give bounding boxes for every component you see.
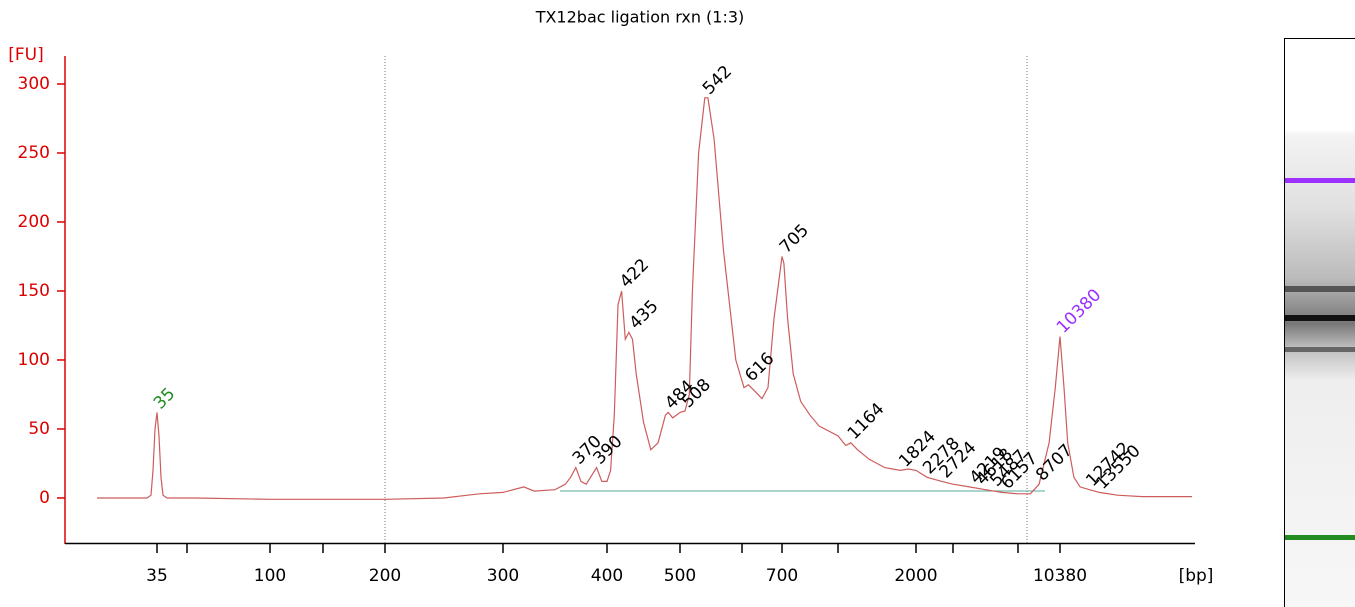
peak-label: 10380: [1053, 285, 1105, 337]
gel-band: [1285, 286, 1355, 292]
gel-background: [1284, 38, 1355, 607]
gel-band: [1285, 347, 1355, 352]
y-tick-label: 250: [18, 143, 50, 163]
peak-label: 435: [625, 296, 662, 333]
x-tick-label: 400: [591, 566, 623, 586]
trace: [97, 97, 1192, 500]
y-tick-label: 150: [18, 281, 50, 301]
gel-lane: [1284, 38, 1355, 607]
x-tick-label: 700: [766, 566, 798, 586]
y-tick-label: 200: [18, 212, 50, 232]
gel-band: [1285, 315, 1355, 321]
gel-marker-band: [1285, 535, 1355, 540]
peak-label: 1164: [844, 399, 889, 444]
peak-label: 705: [776, 220, 813, 257]
y-axis-label: [FU]: [8, 45, 44, 65]
x-tick-label: 2000: [894, 566, 937, 586]
x-tick-label: 10380: [1033, 566, 1087, 586]
x-tick-label: 200: [369, 566, 401, 586]
x-tick-label: 300: [487, 566, 519, 586]
peak-label: 542: [699, 62, 736, 99]
gel-marker-band: [1285, 178, 1355, 183]
peak-label: 616: [741, 349, 778, 386]
x-tick-label: 35: [146, 566, 168, 586]
y-tick-label: 100: [18, 350, 50, 370]
x-axis-label: [bp]: [1179, 566, 1214, 586]
y-tick-label: 0: [39, 488, 50, 508]
peak-label: 422: [616, 255, 653, 292]
x-tick-label: 100: [254, 566, 286, 586]
x-tick-label: 500: [664, 566, 696, 586]
y-tick-label: 300: [18, 74, 50, 94]
y-tick-label: 50: [28, 419, 50, 439]
chart-title: TX12bac ligation rxn (1:3): [535, 8, 745, 27]
peak-label: 35: [150, 384, 179, 413]
